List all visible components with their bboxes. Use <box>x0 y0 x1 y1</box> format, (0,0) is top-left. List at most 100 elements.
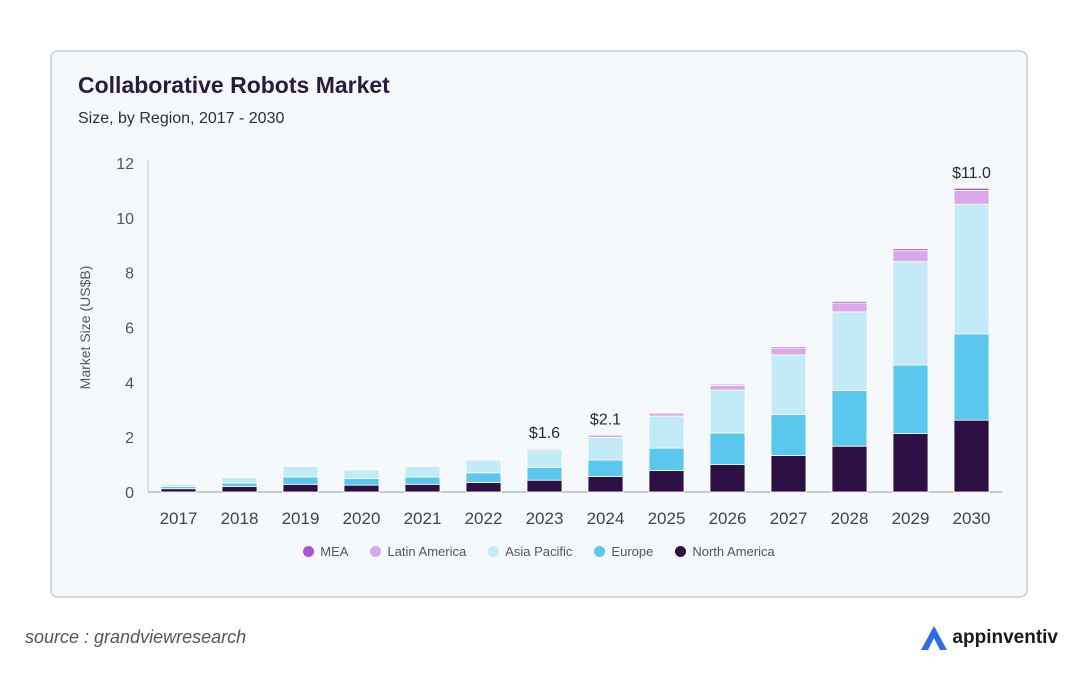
bar-segment <box>709 389 746 434</box>
bar-segment <box>282 483 319 493</box>
legend-label: Asia Pacific <box>505 544 573 559</box>
x-tick-label: 2018 <box>221 509 259 528</box>
brand-logo: appinventiv <box>920 625 1058 651</box>
bar-segment <box>892 433 929 493</box>
bar-segment <box>343 478 380 486</box>
y-tick-label: 12 <box>116 156 134 173</box>
stacked-bar-chart: 0 2 4 6 8 10 12 Market Size (US$B) 2017 2018 2019 2… <box>77 156 1002 528</box>
legend-item: North America <box>675 544 775 559</box>
bar-segment <box>221 486 258 493</box>
bar-segment <box>648 411 685 414</box>
x-tick-label: 2023 <box>526 509 564 528</box>
x-tick-label: 2020 <box>343 509 381 528</box>
y-tick-label: 6 <box>125 321 134 338</box>
legend-swatch <box>488 546 500 557</box>
bar-segment <box>526 449 563 468</box>
bar-segment <box>282 466 319 478</box>
chart-subtitle: Size, by Region, 2017 - 2030 <box>78 110 285 127</box>
chart-legend: MEA Latin America Asia Pacific Europe North … <box>52 544 1026 559</box>
legend-swatch <box>594 546 606 557</box>
bar-segment <box>587 459 624 477</box>
y-tick-label: 8 <box>125 266 134 283</box>
bar-segment <box>953 187 990 191</box>
y-tick-label: 2 <box>125 430 134 447</box>
y-tick-label: 4 <box>125 375 134 392</box>
brand-name: appinventiv <box>952 627 1058 648</box>
bar-segment <box>648 412 685 417</box>
bar-segment <box>221 477 258 484</box>
bar-segment <box>526 479 563 493</box>
legend-item: Europe <box>594 544 653 559</box>
bar-segment <box>343 469 380 479</box>
legend-label: Latin America <box>387 544 467 559</box>
bar-segment <box>770 354 807 415</box>
bar-segment <box>465 482 502 493</box>
bar-segment <box>648 415 685 449</box>
legend-swatch <box>675 546 687 557</box>
bar-segment <box>953 203 990 335</box>
bar-segment <box>587 475 624 493</box>
x-tick-label: 2028 <box>831 509 869 528</box>
y-tick-label: 0 <box>125 485 134 502</box>
source-caption: source : grandviewresearch <box>25 627 247 647</box>
x-tick-label: 2019 <box>282 509 320 528</box>
bar-segment <box>709 464 746 493</box>
bar-segment <box>404 476 441 485</box>
bar-segment <box>953 333 990 421</box>
bar-segment <box>831 390 868 447</box>
y-axis-label: Market Size (US$B) <box>77 266 93 390</box>
legend-item: MEA <box>303 544 348 559</box>
legend-label: Europe <box>611 544 654 559</box>
appinventiv-logo-icon <box>921 626 948 650</box>
bar-segment <box>709 432 746 465</box>
bar-segment <box>343 484 380 493</box>
data-label: $11.0 <box>952 165 991 182</box>
bar-segment <box>404 466 441 478</box>
legend-swatch <box>370 546 382 557</box>
bar-segment <box>160 488 197 493</box>
chart-card: Collaborative Robots Market Size, by Reg… <box>50 50 1028 598</box>
bar-segment <box>953 190 990 205</box>
bar-segment <box>709 384 746 391</box>
legend-item: Asia Pacific <box>488 544 572 559</box>
data-label: $2.1 <box>590 411 621 428</box>
bar-segment <box>892 250 929 263</box>
bar-segment <box>465 459 502 474</box>
bar-segment <box>282 476 319 485</box>
legend-label: North America <box>692 544 775 559</box>
data-label: $1.6 <box>529 425 560 442</box>
x-tick-label: 2027 <box>770 509 808 528</box>
bar-segment <box>465 472 502 483</box>
bar-segment <box>526 466 563 481</box>
bar-segment <box>831 311 868 391</box>
bar-segment <box>770 347 807 356</box>
chart-title: Collaborative Robots Market <box>78 72 390 98</box>
x-tick-label: 2021 <box>404 509 442 528</box>
x-tick-label: 2029 <box>892 509 930 528</box>
bar-segment <box>709 383 746 386</box>
y-tick-label: 10 <box>116 211 134 228</box>
bar-segment <box>221 482 258 487</box>
x-tick-label: 2017 <box>160 509 198 528</box>
bar-segment <box>892 248 929 252</box>
bar-segment <box>587 434 624 436</box>
x-tick-label: 2024 <box>587 509 625 528</box>
x-tick-label: 2022 <box>465 509 503 528</box>
bar-segment <box>831 301 868 304</box>
legend-swatch <box>303 546 315 557</box>
legend-label: MEA <box>320 544 349 559</box>
bar-segment <box>953 419 990 493</box>
x-tick-label: 2030 <box>953 509 991 528</box>
bar-segment <box>770 346 807 349</box>
bar-segment <box>892 364 929 435</box>
bar-segment <box>831 445 868 493</box>
bar-segment <box>892 261 929 366</box>
bar-segment <box>831 302 868 313</box>
bar-segment <box>587 437 624 461</box>
bar-segment <box>648 470 685 493</box>
legend-item: Latin America <box>370 544 466 559</box>
bar-segment <box>770 455 807 493</box>
x-tick-label: 2025 <box>648 509 686 528</box>
bar-segment <box>404 483 441 493</box>
bar-segment <box>648 447 685 472</box>
